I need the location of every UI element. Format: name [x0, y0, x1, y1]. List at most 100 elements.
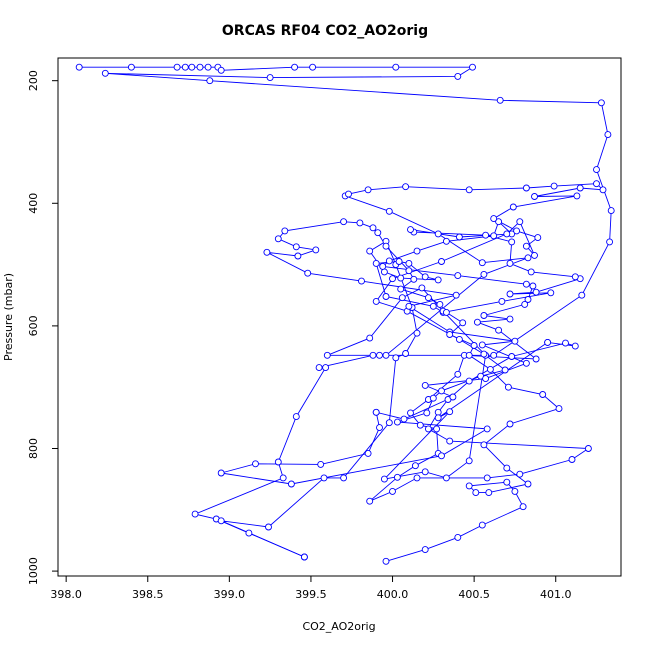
data-point: [511, 487, 519, 495]
data-point: [524, 480, 532, 488]
data-point: [434, 276, 442, 284]
data-point: [389, 487, 396, 495]
data-point: [438, 258, 445, 265]
data-point: [407, 409, 414, 417]
data-point: [369, 351, 377, 359]
data-point: [550, 182, 558, 190]
y-tick-label: 400: [27, 193, 40, 214]
data-point: [411, 462, 419, 470]
data-point: [413, 474, 421, 482]
data-point: [519, 503, 527, 511]
data-point: [555, 405, 563, 413]
data-point: [369, 224, 377, 232]
data-point: [508, 238, 516, 246]
data-point: [382, 242, 390, 250]
data-point: [372, 408, 380, 416]
data-point: [358, 277, 365, 285]
data-point: [469, 63, 476, 71]
data-point: [366, 497, 374, 505]
data-point: [446, 437, 454, 445]
data-point: [509, 203, 517, 211]
data-point: [532, 355, 540, 363]
series-line-4: [266, 221, 560, 562]
data-point: [584, 445, 592, 452]
data-point: [340, 218, 348, 226]
x-tick-label: 399.5: [295, 588, 327, 601]
data-point: [436, 300, 444, 308]
data-point: [173, 63, 181, 71]
data-point: [75, 63, 83, 71]
data-point: [522, 242, 530, 250]
data-point: [529, 282, 537, 290]
data-point: [281, 227, 289, 235]
data-point: [442, 237, 450, 245]
data-point: [490, 215, 498, 223]
data-point: [434, 230, 442, 238]
data-point: [501, 366, 509, 374]
data-point: [470, 342, 478, 349]
data-point: [547, 289, 555, 297]
data-point: [485, 489, 493, 497]
data-point: [429, 394, 437, 402]
data-point: [382, 351, 390, 359]
data-point: [340, 474, 348, 482]
data-point: [438, 387, 445, 395]
data-point: [593, 166, 600, 174]
data-point: [252, 460, 259, 468]
data-point: [480, 270, 488, 278]
data-point: [421, 468, 429, 476]
data-point: [424, 425, 432, 433]
y-tick-label: 1000: [27, 557, 40, 585]
data-point: [449, 393, 457, 401]
y-tick-label: 800: [27, 438, 40, 459]
data-point: [127, 63, 135, 71]
data-point: [571, 342, 579, 350]
data-point: [522, 184, 530, 192]
data-point: [504, 383, 512, 391]
data-point: [446, 331, 454, 338]
data-point: [483, 474, 491, 482]
x-tick-label: 401.0: [540, 588, 572, 601]
data-point: [181, 63, 189, 71]
data-point: [606, 238, 614, 246]
data-point: [482, 375, 490, 383]
data-point: [366, 334, 374, 342]
data-point: [508, 353, 516, 360]
data-point: [495, 218, 503, 226]
data-point: [454, 370, 462, 378]
x-axis-label: CO2_AO2orig: [302, 620, 375, 633]
data-point: [433, 425, 441, 433]
data-point: [429, 302, 437, 310]
data-point: [434, 414, 442, 422]
data-point: [364, 186, 372, 194]
data-point: [607, 207, 615, 215]
data-point: [446, 408, 454, 416]
data-point: [304, 269, 312, 277]
x-tick-label: 400.0: [377, 588, 409, 601]
data-point: [593, 180, 600, 188]
x-tick-label: 398.0: [50, 588, 82, 601]
data-point: [465, 482, 473, 490]
data-point: [263, 248, 271, 256]
data-point: [372, 259, 380, 267]
data-point: [421, 546, 429, 554]
data-point: [421, 381, 429, 389]
data-point: [291, 63, 299, 71]
data-point: [389, 275, 396, 283]
data-point: [459, 319, 467, 327]
data-point: [191, 510, 199, 518]
data-point: [393, 418, 401, 426]
series-points: [75, 63, 615, 565]
data-point: [506, 420, 514, 428]
data-point: [516, 218, 524, 226]
data-point: [473, 318, 481, 326]
data-point: [490, 232, 498, 240]
data-point: [413, 329, 421, 337]
data-point: [279, 474, 287, 482]
data-point: [539, 391, 547, 398]
data-point: [496, 96, 504, 104]
data-point: [376, 351, 383, 359]
data-point: [345, 190, 352, 198]
data-point: [597, 99, 605, 107]
data-point: [405, 259, 413, 267]
